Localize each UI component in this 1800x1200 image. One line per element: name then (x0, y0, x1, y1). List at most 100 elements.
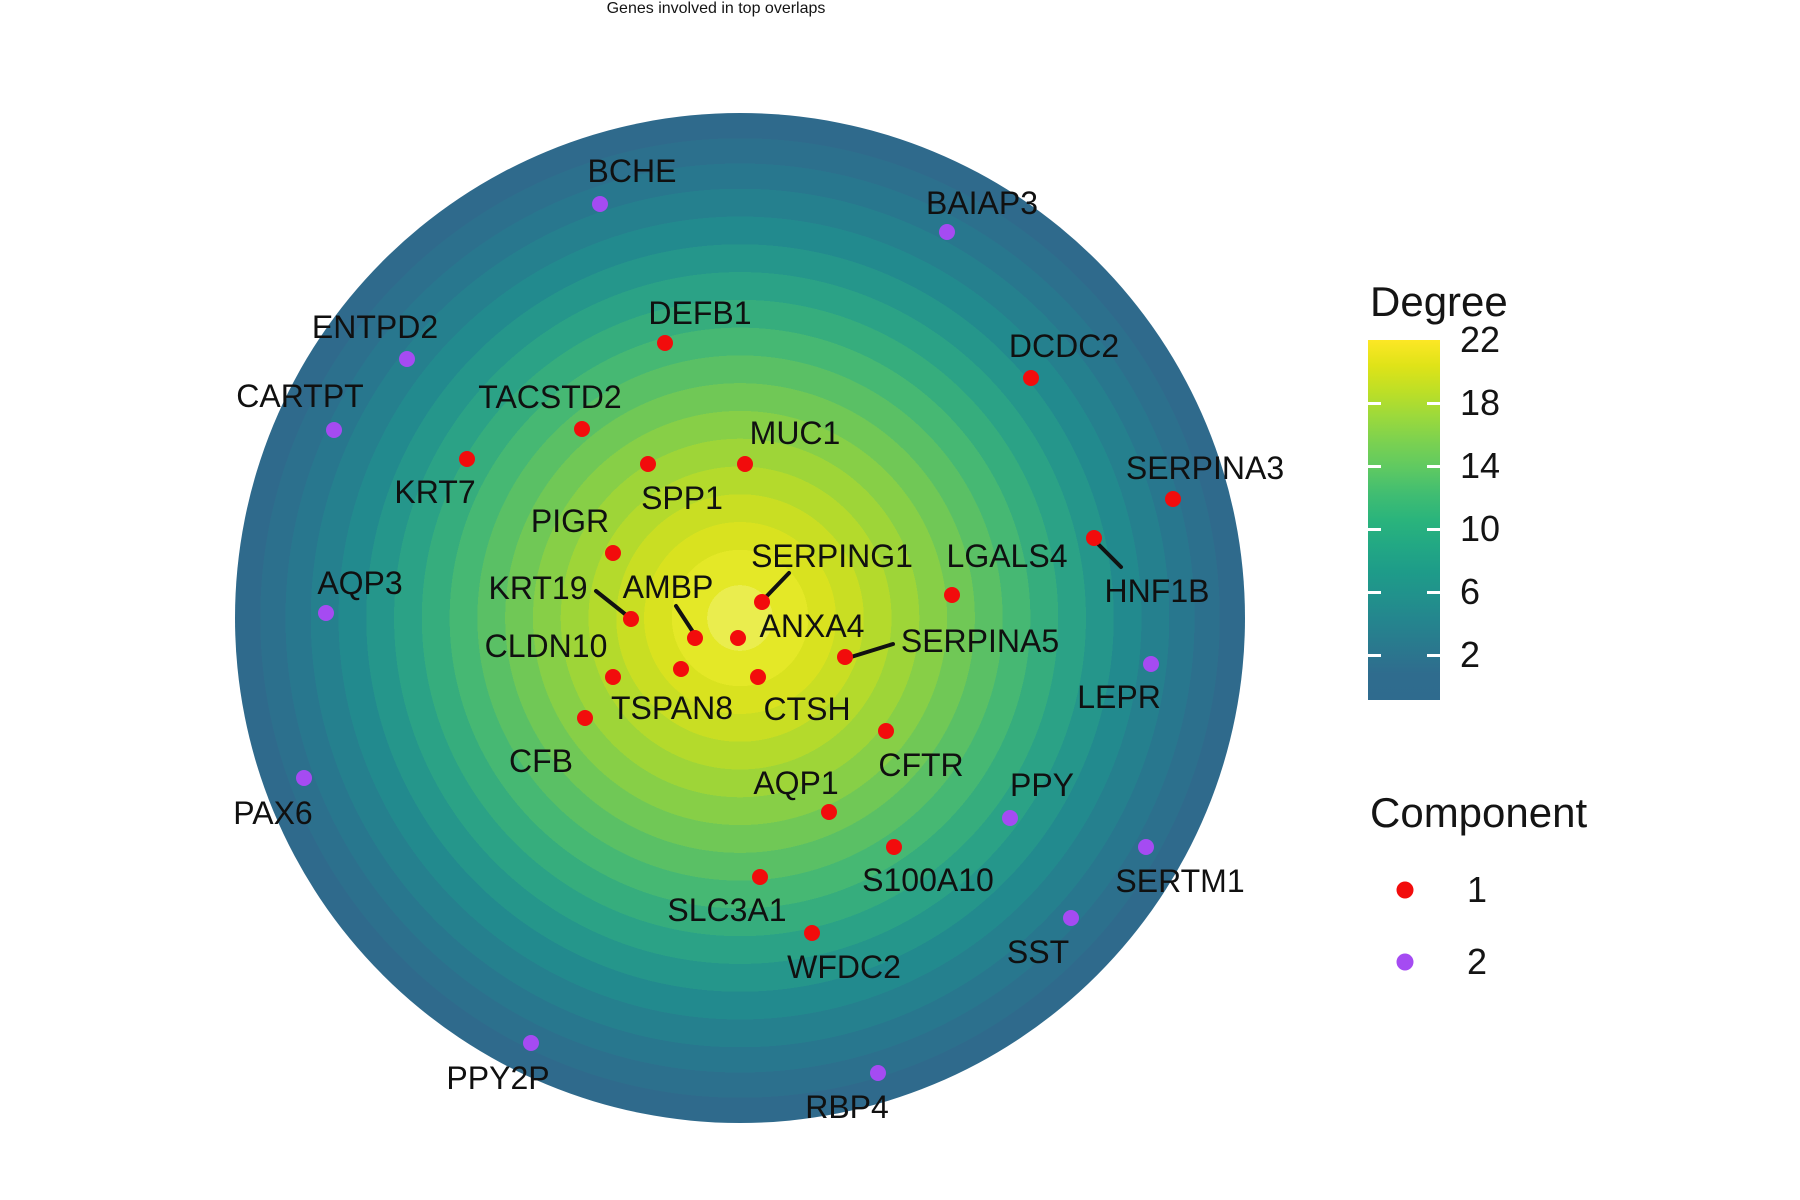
gene-label-tacstd2: TACSTD2 (478, 379, 622, 415)
gene-label-ppy: PPY (1009, 767, 1075, 803)
gene-label-slc3a1: SLC3A1 (667, 892, 787, 928)
gene-label-cartpt: CARTPT (236, 378, 364, 414)
gene-dot-dcdc2 (1023, 370, 1039, 386)
gene-dot-aqp1 (821, 804, 837, 820)
gene-label-s100a10: S100A10 (862, 862, 994, 898)
gene-label-pax6: PAX6 (233, 795, 313, 831)
gene-dot-krt7 (459, 451, 475, 467)
colorbar-tick-mark (1427, 401, 1440, 405)
gene-label-ppy2p: PPY2P (446, 1060, 550, 1096)
gene-dot-pigr (605, 545, 621, 561)
gene-label-aqp1: AQP1 (753, 765, 839, 801)
gene-dot-muc1 (737, 456, 753, 472)
leader-line-hnf1b (1096, 542, 1123, 569)
colorbar-tick-label: 18 (1460, 382, 1501, 423)
gene-dot-tacstd2 (574, 421, 590, 437)
gene-label-pigr: PIGR (530, 503, 610, 539)
gene-dot-hnf1b (1086, 530, 1102, 546)
gene-dot-sst (1063, 910, 1079, 926)
gene-label-serping1: SERPING1 (751, 538, 913, 574)
gene-dot-rbp4 (870, 1065, 886, 1081)
gene-dot-aqp3 (318, 605, 334, 621)
gene-dot-ppy2p (523, 1035, 539, 1051)
leader-line-serping1 (762, 571, 791, 601)
gene-dot-serpina5 (837, 649, 853, 665)
gene-label-entpd2: ENTPD2 (311, 309, 439, 345)
gene-label-bche: BCHE (587, 153, 677, 189)
gene-label-serpina3: SERPINA3 (1125, 450, 1285, 486)
colorbar-tick-mark (1427, 527, 1440, 531)
gene-dot-anxa4 (730, 630, 746, 646)
density-surface (235, 113, 1245, 1123)
gene-label-tspan8: TSPAN8 (610, 690, 734, 726)
gene-label-cldn10: CLDN10 (484, 628, 608, 664)
leader-line-ambp (674, 604, 695, 634)
gene-dot-tspan8 (673, 661, 689, 677)
colorbar-tick-mark (1368, 590, 1381, 594)
gene-dot-pax6 (296, 770, 312, 786)
chart-title: Genes involved in top overlaps (606, 0, 826, 17)
gene-dot-defb1 (657, 335, 673, 351)
gene-dot-lepr (1143, 656, 1159, 672)
gene-label-rbp4: RBP4 (805, 1089, 889, 1125)
component-legend-title: Component (1370, 789, 1588, 836)
gene-label-defb1: DEFB1 (648, 295, 752, 331)
gene-label-serpina5: SERPINA5 (900, 623, 1060, 659)
colorbar-tick-mark (1368, 653, 1381, 657)
gene-label-ambp: AMBP (622, 569, 714, 605)
colorbar-tick-mark (1427, 653, 1440, 657)
gene-label-krt19: KRT19 (488, 570, 588, 606)
gene-label-aqp3: AQP3 (317, 565, 403, 601)
component-1-label: 1 (1466, 869, 1488, 910)
leader-line-serpina5 (849, 642, 895, 659)
gene-dot-sertm1 (1138, 839, 1154, 855)
gene-label-ctsh: CTSH (763, 691, 851, 727)
gene-dot-bche (592, 196, 608, 212)
leader-line-krt19 (594, 589, 627, 616)
gene-label-sst: SST (1006, 934, 1070, 970)
gene-label-hnf1b: HNF1B (1104, 573, 1210, 609)
gene-dot-lgals4 (944, 587, 960, 603)
gene-label-krt7: KRT7 (394, 474, 476, 510)
colorbar-tick-label: 10 (1460, 508, 1501, 549)
gene-label-wfdc2: WFDC2 (787, 949, 901, 985)
gene-label-baiap3: BAIAP3 (925, 185, 1039, 221)
gene-dot-baiap3 (939, 224, 955, 240)
degree-colorbar (1368, 340, 1440, 700)
component-1-dot (1396, 881, 1414, 899)
colorbar-tick-mark (1368, 527, 1381, 531)
gene-label-lgals4: LGALS4 (946, 538, 1068, 574)
component-2-label: 2 (1466, 941, 1488, 982)
colorbar-tick-mark (1368, 464, 1381, 468)
colorbar-tick-label: 2 (1460, 634, 1481, 675)
gene-label-cfb: CFB (509, 743, 573, 779)
gene-dot-ppy (1002, 810, 1018, 826)
gene-label-cftr: CFTR (878, 747, 964, 783)
gene-dot-spp1 (640, 456, 656, 472)
gene-dot-cfb (577, 710, 593, 726)
colorbar-tick-label: 14 (1460, 445, 1501, 486)
gene-dot-slc3a1 (752, 869, 768, 885)
gene-dot-ctsh (750, 669, 766, 685)
colorbar-tick-label: 22 (1460, 319, 1501, 360)
gene-dot-wfdc2 (804, 925, 820, 941)
gene-dot-cftr (878, 723, 894, 739)
gene-dot-s100a10 (886, 839, 902, 855)
colorbar-tick-mark (1427, 590, 1440, 594)
gene-dot-serping1 (754, 594, 770, 610)
gene-dot-krt19 (623, 611, 639, 627)
gene-label-sertm1: SERTM1 (1115, 863, 1245, 899)
colorbar-tick-label: 6 (1460, 571, 1481, 612)
gene-label-dcdc2: DCDC2 (1008, 328, 1120, 364)
colorbar-tick-mark (1427, 464, 1440, 468)
gene-label-anxa4: ANXA4 (759, 608, 865, 644)
gene-dot-cldn10 (605, 669, 621, 685)
component-2-dot (1396, 953, 1414, 971)
gene-label-muc1: MUC1 (749, 415, 841, 451)
gene-label-spp1: SPP1 (641, 480, 723, 516)
gene-dot-serpina3 (1165, 491, 1181, 507)
colorbar-tick-mark (1368, 401, 1381, 405)
gene-dot-entpd2 (399, 351, 415, 367)
